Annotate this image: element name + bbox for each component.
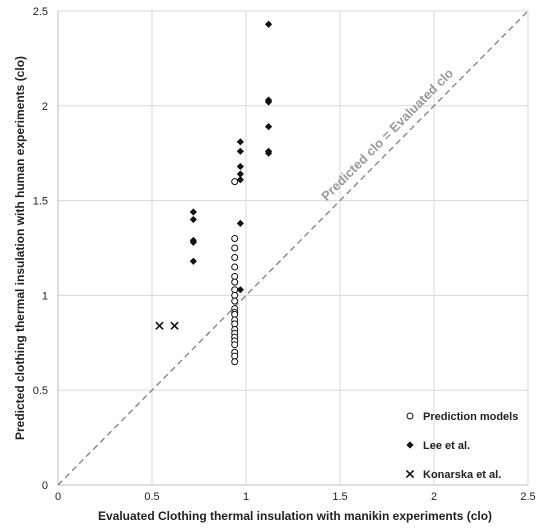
y-tick-label: 1 (42, 290, 48, 302)
reference-line-annotation: Predicted clo = Evaluated clo (318, 65, 456, 203)
konarska-point-stroke (155, 321, 164, 330)
axis-layer: 0 0.5 1 1.5 2 2.5 0 0.5 1 1.5 2 2.5 (33, 6, 536, 503)
y-tick-label: 2 (42, 101, 48, 113)
lee-point (236, 147, 244, 155)
legend-marker (405, 469, 415, 479)
y-axis-label: Predicted clothing thermal insulation wi… (13, 56, 27, 440)
prediction-model-point (231, 244, 239, 252)
lee-point (236, 176, 244, 184)
x-tick-label: 1 (243, 491, 249, 503)
prediction-model-point (231, 352, 239, 360)
lee-point (236, 170, 244, 178)
lee-point (264, 123, 273, 131)
y-tick-label: 1.5 (33, 196, 48, 208)
prediction-model-point (231, 263, 239, 271)
legend-label: Lee et al. (423, 440, 470, 452)
konarska-point-stroke (170, 321, 179, 330)
x-tick-label: 0 (55, 491, 61, 503)
y-tick-label: 2.5 (33, 6, 48, 18)
legend-label: Prediction models (423, 411, 518, 423)
y-tick-label: 0 (42, 480, 48, 492)
prediction-model-point (231, 310, 239, 318)
lee-point (236, 138, 244, 146)
lee-point (189, 238, 197, 246)
lee-point (236, 286, 244, 294)
lee-point (236, 162, 244, 171)
konarska-point (170, 321, 179, 330)
x-tick-label: 0.5 (144, 491, 159, 503)
grid-layer (58, 10, 529, 485)
lee-point (189, 208, 197, 216)
lee-point (189, 257, 197, 265)
x-tick-label: 2 (431, 491, 437, 503)
lee-point (236, 219, 244, 227)
legend-label: Konarska et al. (423, 469, 501, 481)
prediction-model-point (231, 178, 239, 186)
x-tick-label: 2.5 (520, 491, 535, 503)
prediction-model-point (231, 278, 239, 286)
data-marks (155, 20, 273, 366)
reference-line (57, 10, 529, 486)
y-tick-label: 0.5 (33, 385, 48, 397)
prediction-model-point (231, 235, 239, 243)
prediction-model-point (231, 291, 239, 299)
lee-point (189, 215, 197, 224)
lee-point (264, 98, 273, 106)
legend-marker-stroke (405, 469, 415, 479)
konarska-point (155, 321, 164, 330)
prediction-model-point (231, 358, 239, 366)
x-axis-label: Evaluated Clothing thermal insulation wi… (98, 509, 492, 523)
prediction-model-point (231, 272, 239, 280)
legend-marker (406, 441, 414, 449)
prediction-model-point (231, 297, 239, 305)
prediction-model-point (231, 341, 239, 349)
lee-point (264, 149, 273, 157)
prediction-model-point (231, 320, 239, 328)
legend-marker (406, 412, 414, 420)
lee-point (264, 20, 273, 28)
prediction-model-point (231, 253, 239, 261)
x-tick-label: 1.5 (332, 491, 347, 503)
legend: Prediction models Lee et al. Konarska et a… (405, 411, 518, 481)
